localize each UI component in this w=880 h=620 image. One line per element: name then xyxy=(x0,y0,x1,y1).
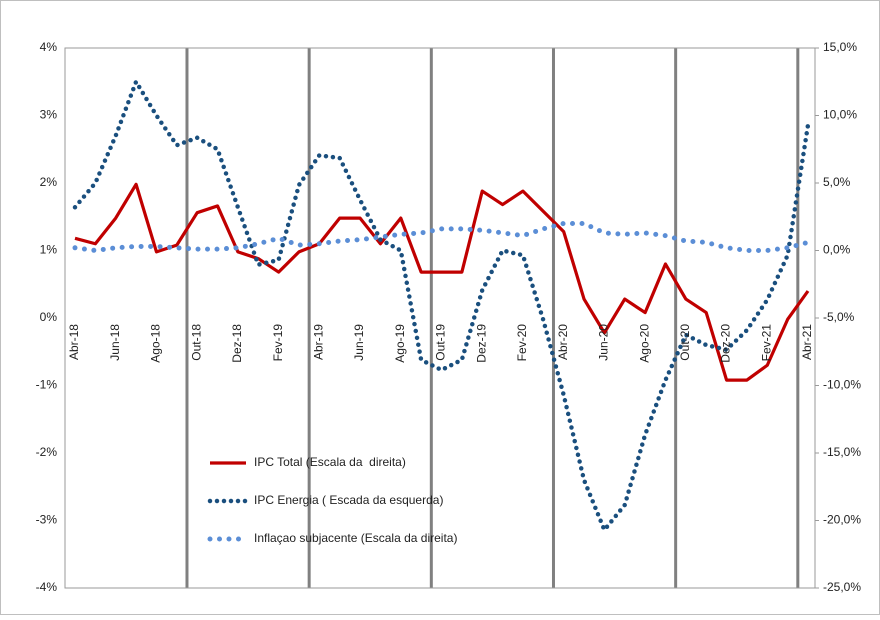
x-tick-label: Abr-21 xyxy=(800,324,814,360)
x-tick-label: Abr-18 xyxy=(67,324,81,360)
series-line xyxy=(72,221,811,254)
y-tick-label: 0% xyxy=(40,310,58,324)
x-tick-label: Out-18 xyxy=(189,324,203,361)
labels: -4% -3% -2% -1% 0% 1% 2% 3% 4% -25,0% -20,0% -15,0%… xyxy=(36,40,862,594)
x-tick-label: Ago-20 xyxy=(637,324,651,363)
y2-tick-label: 0,0% xyxy=(823,243,851,257)
x-tick-label: Dez-20 xyxy=(719,324,733,363)
y2-tick-label: -20,0% xyxy=(823,513,861,527)
y-tick-label: 4% xyxy=(40,40,58,54)
x-tick-label: Out-20 xyxy=(678,324,692,361)
series-line xyxy=(74,182,810,382)
x-tick-label: Ago-18 xyxy=(149,324,163,363)
y-tick-label: -1% xyxy=(36,378,58,392)
y2-tick-label: 15,0% xyxy=(823,40,857,54)
y-tick-label: 1% xyxy=(40,243,58,257)
x-tick-label: Jun-20 xyxy=(597,324,611,361)
y-tick-label: -4% xyxy=(36,580,58,594)
legend: IPC Total (Escala da direita) IPC Energia… xyxy=(207,455,457,545)
y-tick-label: -3% xyxy=(36,513,58,527)
series-line xyxy=(72,76,811,535)
x-tick-label: Jun-18 xyxy=(108,324,122,361)
y-tick-label: 3% xyxy=(40,108,58,122)
x-tick-label: Dez-18 xyxy=(230,324,244,363)
x-tick-label: Jun-19 xyxy=(352,324,366,361)
x-tick-label: Out-19 xyxy=(434,324,448,361)
y2-tick-label: -10,0% xyxy=(823,378,861,392)
x-tick-label: Fev-21 xyxy=(759,324,773,362)
legend-label: IPC Total (Escala da direita) xyxy=(254,455,406,469)
marks xyxy=(72,76,811,535)
legend-label: IPC Energia ( Escada da esquerda) xyxy=(254,493,443,507)
x-tick-label: Fev-19 xyxy=(271,324,285,362)
y-tick-label: 2% xyxy=(40,175,58,189)
dividers xyxy=(185,48,800,588)
y2-tick-label: -25,0% xyxy=(823,580,861,594)
y2-tick-label: 10,0% xyxy=(823,108,857,122)
x-tick-label: Fev-20 xyxy=(515,324,529,362)
legend-label: Inflaçao subjacente (Escala da direita) xyxy=(254,531,457,545)
y-tick-label: -2% xyxy=(36,445,58,459)
x-tick-label: Dez-19 xyxy=(474,324,488,363)
y2-tick-label: 5,0% xyxy=(823,175,851,189)
y2-tick-label: -15,0% xyxy=(823,445,861,459)
y2-tick-label: -5,0% xyxy=(823,310,855,324)
x-tick-label: Abr-20 xyxy=(556,324,570,360)
x-tick-label: Ago-19 xyxy=(393,324,407,363)
x-tick-label: Abr-19 xyxy=(312,324,326,360)
